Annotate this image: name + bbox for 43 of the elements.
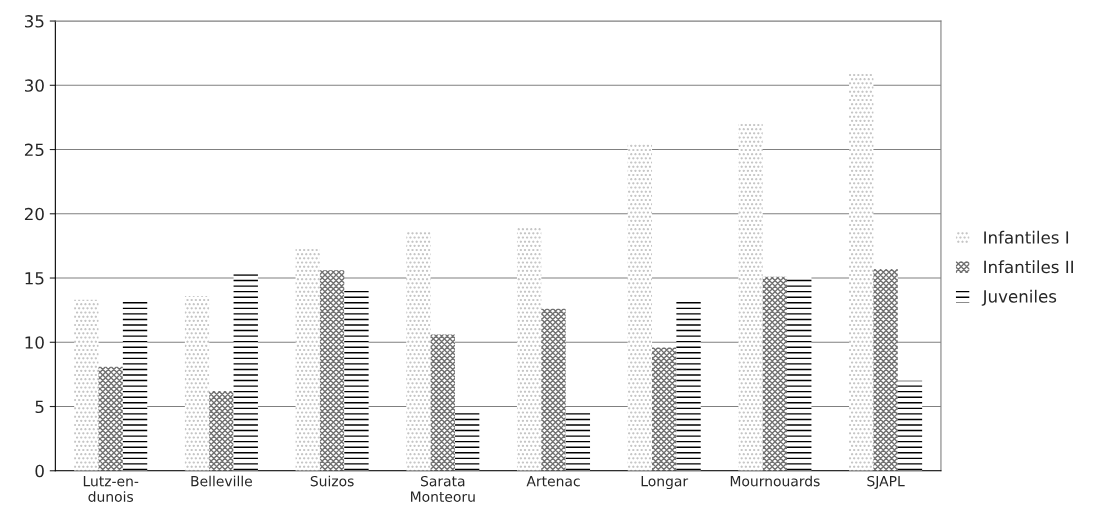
bar [897, 380, 923, 471]
bar [849, 73, 874, 471]
y-tick-label: 35 [25, 15, 44, 28]
x-tick-label: Artenac [526, 476, 580, 487]
bar [873, 269, 898, 471]
bar [430, 334, 455, 471]
bar [98, 366, 123, 471]
bar [295, 248, 320, 471]
bar [74, 299, 99, 471]
y-tick-label: 20 [24, 207, 44, 221]
y-tick-label: 25 [24, 143, 44, 157]
y-tick-label: 10 [25, 336, 44, 349]
y-tick-label: 30 [25, 79, 44, 92]
bar [541, 308, 566, 471]
legend-label: Infantiles I [984, 230, 1069, 244]
bar [787, 276, 812, 471]
bar [184, 296, 210, 471]
bar [209, 391, 234, 471]
x-tick-label: Suizos [310, 475, 354, 487]
bar [122, 299, 148, 471]
legend-label: Juveniles [981, 289, 1057, 306]
bar [738, 122, 763, 471]
y-tick-label: 5 [35, 400, 44, 414]
x-tick-label: Mournouards [730, 475, 820, 487]
bar [762, 276, 788, 471]
legend-label: Infantiles II [984, 260, 1073, 274]
x-tick-label: SJAPL [867, 475, 905, 489]
x-tick-label: Belleville [191, 475, 252, 487]
x-tick-label: Longar [641, 476, 689, 490]
bar [565, 411, 591, 471]
bar [344, 290, 369, 471]
bar [454, 411, 480, 471]
x-tick-label: Sarata Monteoru [411, 475, 475, 502]
bar [516, 227, 542, 471]
bar [627, 143, 653, 471]
bar [406, 231, 431, 471]
bar [676, 301, 701, 471]
x-tick-label: Lutz-en- dunois [83, 476, 139, 502]
bar [233, 274, 258, 471]
y-tick-label: 15 [25, 272, 44, 285]
bar [652, 347, 677, 471]
y-tick-label: 0 [35, 464, 44, 478]
bar [319, 270, 345, 471]
